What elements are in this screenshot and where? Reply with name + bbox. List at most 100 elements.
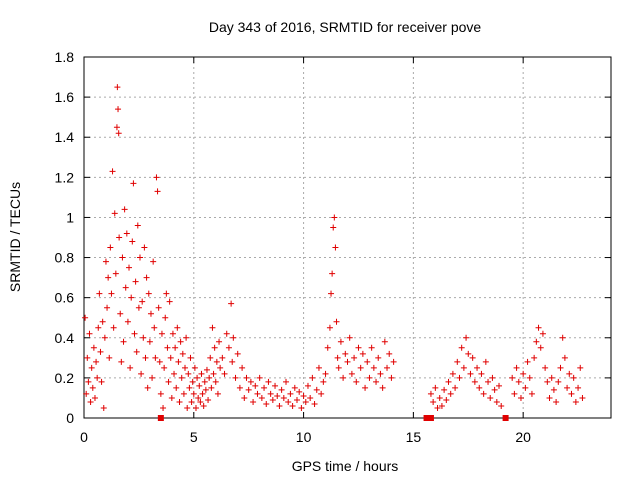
data-point <box>95 324 102 331</box>
data-point <box>106 354 113 361</box>
x-tick-label: 15 <box>406 429 422 445</box>
zero-marker <box>157 415 164 421</box>
data-point <box>236 384 243 391</box>
data-point <box>546 394 553 401</box>
data-point <box>496 382 503 389</box>
data-point <box>105 274 112 281</box>
data-point <box>362 384 369 391</box>
data-point <box>478 370 485 377</box>
data-point <box>188 398 195 405</box>
data-point <box>324 344 331 351</box>
data-point <box>364 358 371 365</box>
data-point <box>432 384 439 391</box>
data-point <box>178 374 185 381</box>
data-point <box>555 378 562 385</box>
data-point <box>192 404 199 411</box>
data-point <box>334 354 341 361</box>
data-point <box>90 344 97 351</box>
data-point <box>320 378 327 385</box>
data-point <box>566 370 573 377</box>
data-point <box>210 370 217 377</box>
data-point <box>216 338 223 345</box>
data-point <box>86 330 93 337</box>
data-point <box>134 222 141 229</box>
data-point <box>524 358 531 365</box>
data-point <box>430 398 437 405</box>
data-point <box>515 378 522 385</box>
data-point <box>489 374 496 381</box>
data-point <box>191 364 198 371</box>
data-point <box>252 382 259 389</box>
data-point <box>85 378 92 385</box>
data-point <box>109 168 116 175</box>
data-point <box>163 290 170 297</box>
data-point <box>390 358 397 365</box>
data-point <box>445 378 452 385</box>
data-point <box>332 244 339 251</box>
data-point <box>377 370 384 377</box>
data-point <box>217 364 224 371</box>
data-point <box>557 364 564 371</box>
data-point <box>485 378 492 385</box>
data-point <box>342 350 349 357</box>
data-point <box>99 318 106 325</box>
data-point <box>441 386 448 393</box>
data-point <box>269 396 276 403</box>
data-point <box>263 400 270 407</box>
data-point <box>133 348 140 355</box>
data-point <box>559 334 566 341</box>
data-point <box>493 398 500 405</box>
data-point <box>258 394 265 401</box>
data-point <box>265 378 272 385</box>
data-point <box>452 384 459 391</box>
data-point <box>149 374 156 381</box>
data-point <box>187 354 194 361</box>
data-point <box>330 224 337 231</box>
data-point <box>454 358 461 365</box>
data-point <box>128 294 135 301</box>
data-point <box>211 344 218 351</box>
data-point <box>348 370 355 377</box>
data-point <box>169 330 176 337</box>
data-point <box>94 374 101 381</box>
data-point <box>272 382 279 389</box>
data-point <box>122 284 129 291</box>
data-point <box>101 334 108 341</box>
data-point <box>471 378 478 385</box>
data-points <box>82 84 586 421</box>
data-point <box>322 370 329 377</box>
data-point <box>291 384 298 391</box>
data-point <box>577 364 584 371</box>
y-tick-label: 0.6 <box>55 290 75 306</box>
data-point <box>183 334 190 341</box>
data-point <box>447 390 454 397</box>
data-point <box>185 370 192 377</box>
data-point <box>214 390 221 397</box>
data-point <box>436 394 443 401</box>
data-point <box>553 398 560 405</box>
data-point <box>351 354 358 361</box>
data-point <box>476 384 483 391</box>
data-point <box>531 354 538 361</box>
data-point <box>542 364 549 371</box>
data-point <box>517 394 524 401</box>
data-point <box>119 254 126 261</box>
data-point <box>386 350 393 357</box>
data-point <box>152 354 159 361</box>
data-point <box>261 384 268 391</box>
data-point <box>337 338 344 345</box>
data-point <box>168 394 175 401</box>
data-point <box>570 374 577 381</box>
data-point <box>522 384 529 391</box>
data-point <box>247 378 254 385</box>
data-point <box>368 344 375 351</box>
x-tick-label: 20 <box>515 429 531 445</box>
data-point <box>115 130 122 137</box>
data-point <box>511 390 518 397</box>
data-point <box>353 378 360 385</box>
data-point <box>366 374 373 381</box>
data-point <box>189 378 196 385</box>
data-point <box>239 364 246 371</box>
data-point <box>197 398 204 405</box>
data-point <box>287 390 294 397</box>
